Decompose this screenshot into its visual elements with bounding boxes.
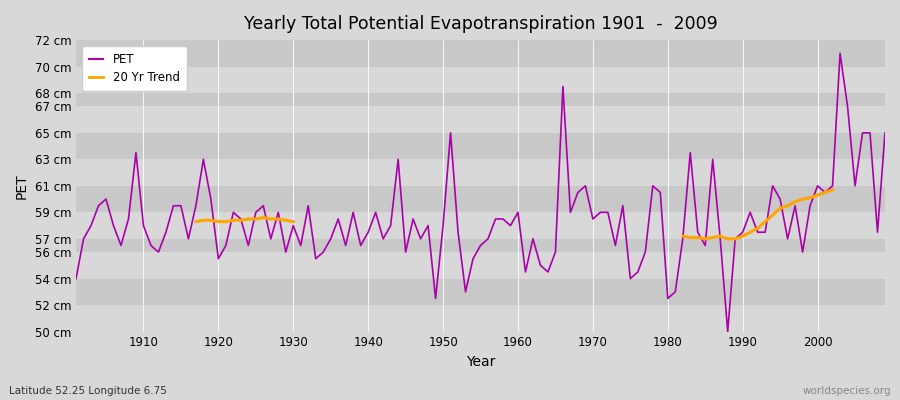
20 Yr Trend — [220, 219, 231, 224]
PET — [602, 210, 613, 215]
Bar — [76, 186, 885, 212]
PET — [513, 210, 524, 215]
20 Yr Trend — [243, 216, 254, 221]
20 Yr Trend — [228, 218, 238, 223]
Line: 20 Yr Trend: 20 Yr Trend — [196, 218, 293, 222]
20 Yr Trend — [198, 218, 209, 223]
20 Yr Trend — [258, 215, 269, 220]
PET — [505, 223, 516, 228]
Title: Yearly Total Potential Evapotranspiration 1901  -  2009: Yearly Total Potential Evapotranspiratio… — [244, 15, 717, 33]
Bar — [76, 40, 885, 67]
PET — [723, 329, 734, 334]
Bar — [76, 252, 885, 278]
Bar — [76, 67, 885, 93]
20 Yr Trend — [273, 216, 284, 221]
Bar — [76, 239, 885, 252]
Text: Latitude 52.25 Longitude 6.75: Latitude 52.25 Longitude 6.75 — [9, 386, 166, 396]
Y-axis label: PET: PET — [15, 173, 29, 199]
20 Yr Trend — [213, 219, 224, 224]
PET — [834, 51, 845, 56]
PET — [130, 150, 141, 155]
20 Yr Trend — [205, 218, 216, 223]
Text: worldspecies.org: worldspecies.org — [803, 386, 891, 396]
Bar — [76, 305, 885, 332]
Bar — [76, 278, 885, 305]
Bar — [76, 133, 885, 159]
Bar — [76, 93, 885, 106]
Bar — [76, 212, 885, 239]
20 Yr Trend — [288, 219, 299, 224]
PET — [879, 130, 890, 135]
PET — [295, 243, 306, 248]
20 Yr Trend — [281, 218, 292, 223]
PET — [70, 276, 81, 281]
Bar — [76, 159, 885, 186]
X-axis label: Year: Year — [466, 355, 495, 369]
PET — [340, 243, 351, 248]
20 Yr Trend — [250, 216, 261, 221]
Bar — [76, 106, 885, 133]
20 Yr Trend — [266, 216, 276, 221]
Line: PET: PET — [76, 53, 885, 332]
20 Yr Trend — [191, 219, 202, 224]
20 Yr Trend — [236, 218, 247, 223]
Legend: PET, 20 Yr Trend: PET, 20 Yr Trend — [82, 46, 186, 91]
